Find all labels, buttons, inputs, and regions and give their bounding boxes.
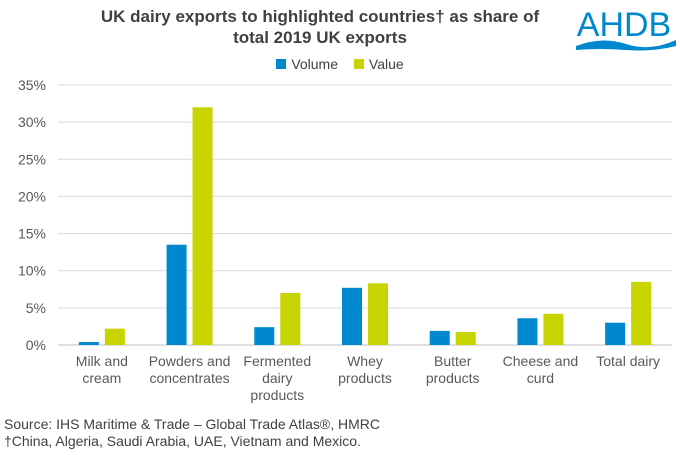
footnote: †China, Algeria, Saudi Arabia, UAE, Viet… (4, 433, 361, 449)
y-tick-label: 5% (26, 300, 46, 316)
x-tick-label: Butter (434, 353, 472, 369)
chart-legend: Volume Value (0, 56, 680, 72)
ahdb-logo: AHDB (576, 6, 676, 51)
x-tick-label: dairy (262, 370, 292, 386)
x-tick-label: curd (527, 370, 554, 386)
x-tick-label: Total dairy (596, 353, 660, 369)
y-tick-label: 20% (18, 188, 46, 204)
svg-text:AHDB: AHDB (577, 6, 671, 44)
legend-label: Value (368, 56, 404, 72)
title-line-2: total 2019 UK exports (233, 28, 407, 47)
x-tick-label: Powders and (149, 353, 231, 369)
y-tick-label: 35% (18, 77, 46, 93)
bar-volume (166, 244, 187, 345)
y-tick-label: 15% (18, 226, 46, 242)
legend-swatch-value (353, 59, 364, 69)
x-tick-label: products (338, 370, 392, 386)
x-tick-label: products (250, 387, 304, 403)
bar-value (368, 283, 388, 345)
y-tick-label: 25% (18, 151, 46, 167)
source-note: Source: IHS Maritime & Trade – Global Tr… (4, 416, 381, 432)
bar-value (631, 281, 652, 345)
x-tick-label: cream (82, 370, 121, 386)
y-tick-label: 10% (18, 263, 46, 279)
legend-swatch-volume (276, 59, 287, 69)
bar-value (455, 332, 476, 345)
x-tick-label: Fermented (243, 353, 311, 369)
bar-value (104, 328, 125, 345)
legend-label: Volume (291, 56, 339, 72)
x-tick-label: Milk and (76, 353, 128, 369)
bar-volume (429, 330, 450, 345)
bar-value (543, 313, 564, 345)
x-tick-label: Cheese and (503, 353, 579, 369)
chart-title: UK dairy exports to highlighted countrie… (40, 6, 600, 48)
legend-volume: Volume (276, 56, 338, 72)
bar-volume (254, 327, 275, 345)
bar-volume (605, 322, 626, 345)
x-tick-label: Whey (347, 353, 383, 369)
bar-volume (342, 287, 362, 345)
bar-volume (78, 342, 99, 345)
x-tick-label: products (426, 370, 480, 386)
y-tick-label: 30% (18, 114, 46, 130)
title-line-1: UK dairy exports to highlighted countrie… (100, 7, 540, 26)
bar-volume (517, 318, 538, 345)
bar-value (192, 107, 213, 346)
bar-value (280, 293, 301, 345)
x-tick-label: concentrates (149, 370, 229, 386)
legend-value: Value (353, 56, 404, 72)
y-tick-label: 0% (26, 337, 46, 353)
